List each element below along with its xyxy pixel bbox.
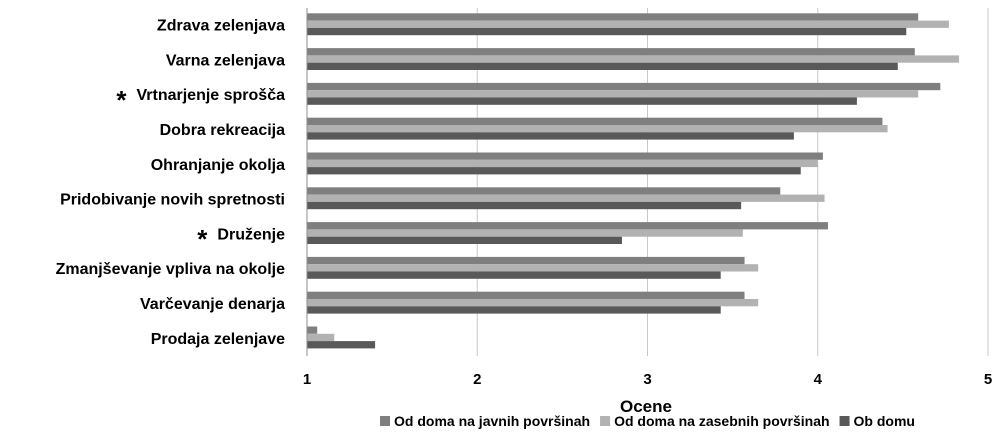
- category-label: Druženje: [217, 226, 285, 243]
- x-tick-label: 1: [303, 371, 311, 388]
- bar: [307, 201, 742, 210]
- category-labels: Zdrava zelenjava Varna zelenjava Vrtnarjen…: [56, 18, 286, 348]
- bar: [307, 27, 907, 36]
- bar: [307, 256, 745, 265]
- bar: [307, 299, 759, 307]
- bar: [307, 222, 828, 230]
- legend-label: Od doma na zasebnih površinah: [614, 413, 829, 429]
- category-label: Prodaja zelenjave: [151, 331, 285, 348]
- bar: [307, 20, 949, 28]
- bars: [307, 13, 960, 349]
- bar: [307, 117, 883, 125]
- bar: [307, 194, 825, 202]
- category-label: Vrtnarjenje sprošča: [136, 87, 285, 104]
- significance-marker: *: [197, 224, 208, 254]
- legend-swatch: [380, 416, 391, 426]
- bar: [307, 306, 721, 314]
- bar: [307, 159, 818, 168]
- bar: [307, 236, 622, 244]
- bar: [307, 326, 318, 334]
- bar: [307, 152, 823, 160]
- legend-item: Ob domu: [839, 413, 915, 429]
- category-label: Dobra rekreacija: [160, 122, 286, 139]
- bar: [307, 90, 919, 98]
- bar: [307, 333, 335, 342]
- legend-swatch: [839, 416, 850, 426]
- bar: [307, 291, 745, 299]
- bar: [307, 167, 801, 175]
- legend-label: Ob domu: [854, 413, 915, 429]
- bar: [307, 187, 781, 195]
- bar: [307, 132, 794, 140]
- x-tick-label: 4: [814, 371, 823, 388]
- x-tick-label: 2: [473, 371, 481, 388]
- category-label: Ohranjanje okolja: [151, 157, 285, 174]
- x-tick-label: 5: [984, 371, 992, 388]
- bar: [307, 264, 759, 272]
- legend: Od doma na javnih površinah Od doma na za…: [380, 413, 915, 429]
- bar: [307, 97, 857, 105]
- bar: [307, 82, 941, 91]
- bar: [307, 271, 721, 279]
- legend-swatch: [600, 416, 611, 426]
- bar: [307, 13, 919, 21]
- bar: [307, 125, 888, 133]
- legend-label: Od doma na javnih površinah: [394, 413, 590, 429]
- bar: [307, 341, 376, 349]
- bar: [307, 62, 898, 70]
- legend-item: Od doma na javnih površinah: [380, 413, 590, 429]
- axes: 1 2 3 4 5: [303, 8, 992, 388]
- category-label: Zmanjševanje vpliva na okolje: [56, 261, 286, 278]
- category-label: Pridobivanje novih spretnosti: [60, 192, 285, 209]
- legend-item: Od doma na zasebnih površinah: [600, 413, 830, 429]
- x-axis-title: Ocene: [620, 397, 672, 416]
- bar: [307, 229, 743, 237]
- x-tick-label: 3: [643, 371, 651, 388]
- category-label: Varčevanje denarja: [140, 296, 285, 313]
- bar: [307, 55, 960, 63]
- category-label: Zdrava zelenjava: [157, 18, 285, 35]
- significance-marker: *: [116, 85, 127, 115]
- bar: [307, 48, 915, 56]
- category-label: Varna zelenjava: [166, 52, 285, 69]
